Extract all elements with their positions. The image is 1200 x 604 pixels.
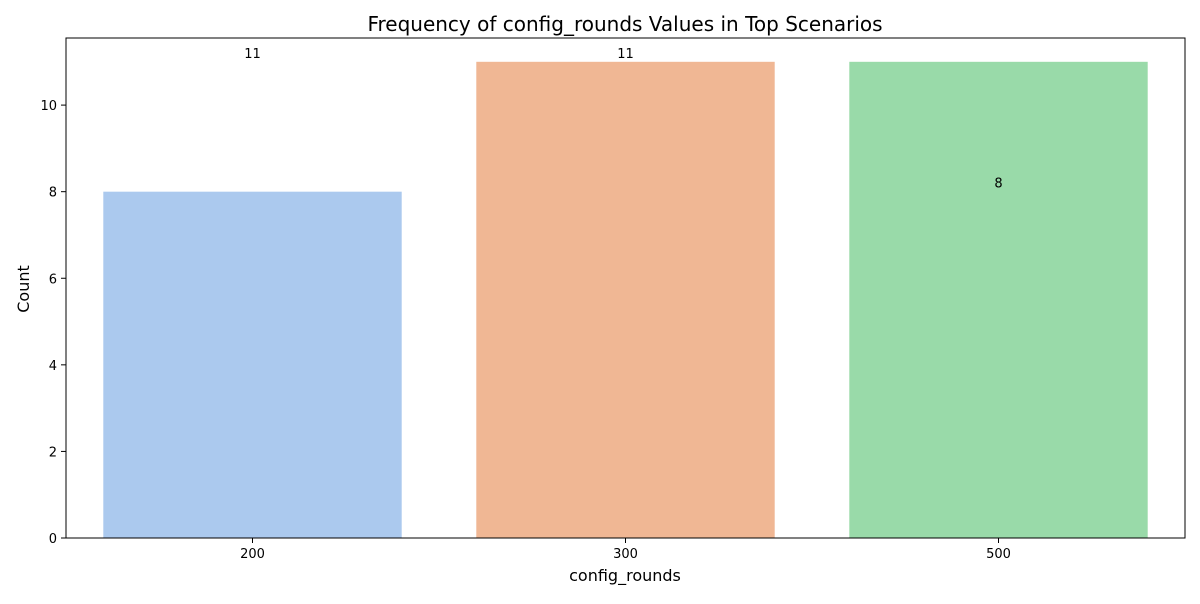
- x-axis-label: config_rounds: [569, 566, 681, 586]
- y-tick-label: 10: [40, 99, 57, 114]
- y-tick-label: 4: [49, 359, 57, 374]
- y-axis-label: Count: [14, 265, 33, 313]
- plot-area: 11 11 8: [65, 37, 1186, 539]
- data-label-200: 11: [244, 47, 261, 62]
- chart-title: Frequency of config_rounds Values in Top…: [367, 12, 882, 36]
- data-label-500: 8: [994, 177, 1002, 192]
- x-tick-label: 200: [240, 547, 265, 562]
- y-axis: 0 2 4 6 8 10: [40, 99, 66, 547]
- y-tick-label: 0: [49, 532, 57, 547]
- bar-500: [849, 61, 1148, 539]
- bar-200: [103, 191, 402, 538]
- bar-300: [476, 61, 775, 539]
- y-tick-label: 8: [49, 186, 57, 201]
- y-tick-label: 2: [49, 445, 57, 460]
- x-tick-label: 500: [986, 547, 1011, 562]
- x-axis: 200 300 500: [240, 538, 1011, 562]
- x-tick-label: 300: [613, 547, 638, 562]
- data-label-300: 11: [617, 47, 634, 62]
- y-tick-label: 6: [49, 272, 57, 287]
